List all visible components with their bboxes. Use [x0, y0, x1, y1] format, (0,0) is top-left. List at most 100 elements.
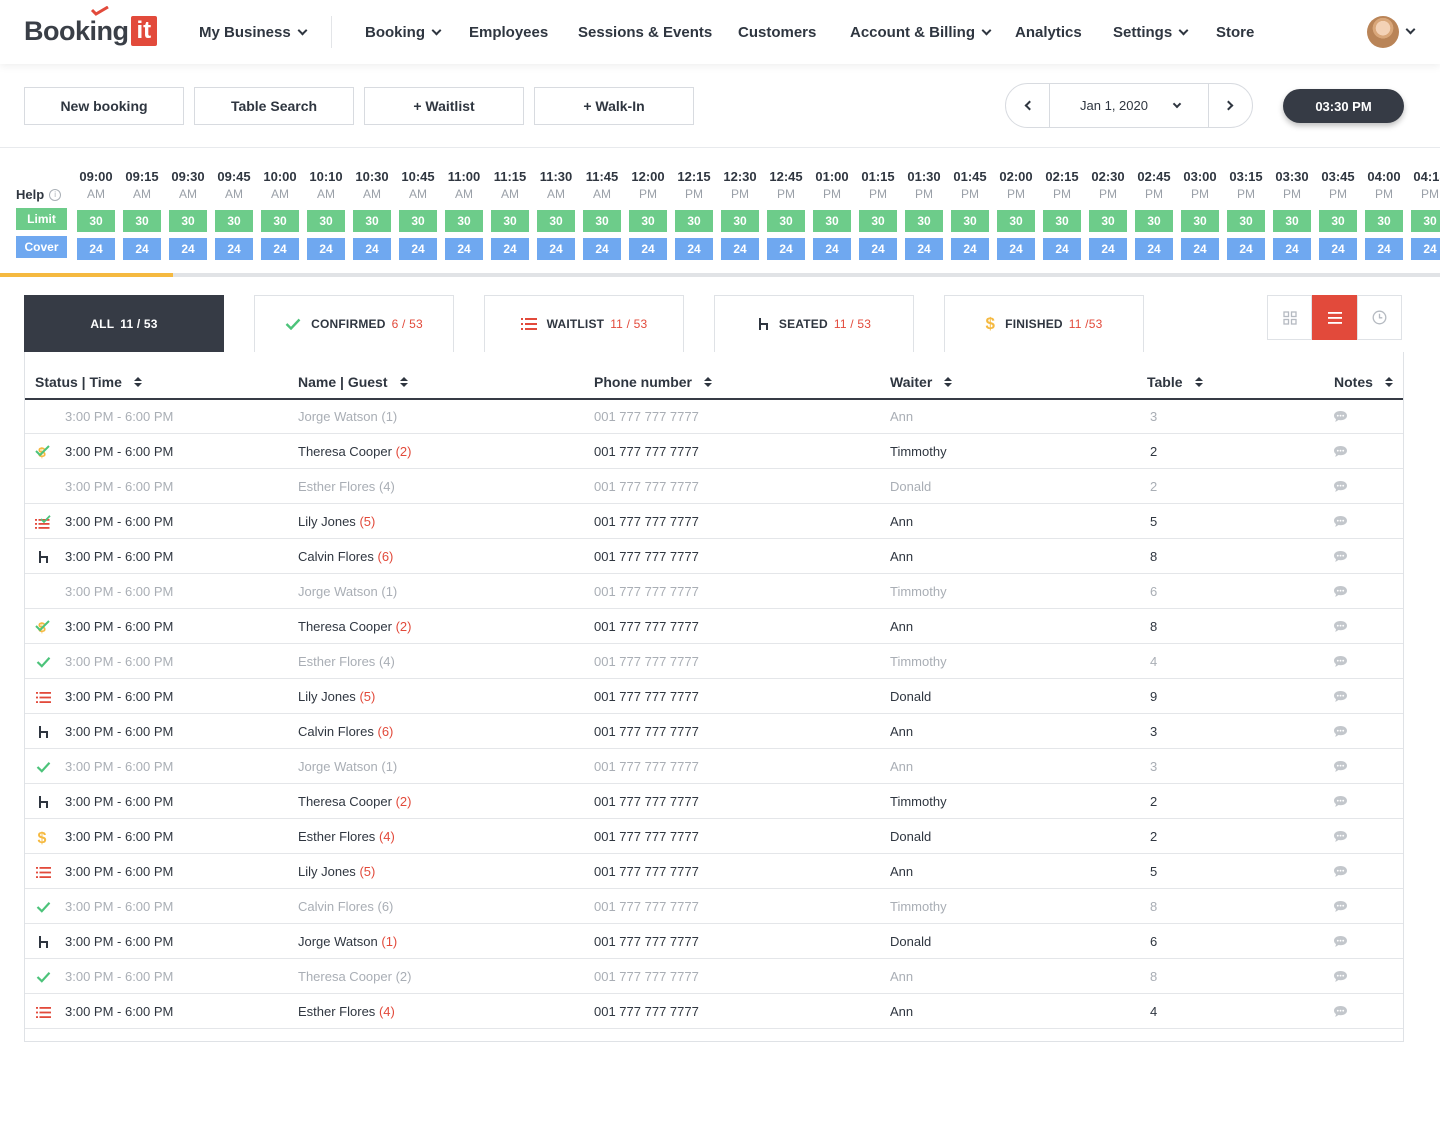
note-bubble-icon[interactable] — [1333, 515, 1348, 531]
timeline-slot[interactable]: 03:30 PM 30 24 — [1273, 168, 1311, 260]
note-bubble-icon[interactable] — [1333, 760, 1348, 776]
table-row[interactable]: 3:00 PM - 6:00 PM Theresa Cooper (2) 001 7… — [25, 959, 1403, 994]
note-bubble-icon[interactable] — [1333, 620, 1348, 636]
tab-confirmed[interactable]: CONFIRMED 6 / 53 — [254, 295, 454, 352]
timeline-slot[interactable]: 02:45 PM 30 24 — [1135, 168, 1173, 260]
note-bubble-icon[interactable] — [1333, 690, 1348, 706]
timeline-slot[interactable]: 03:15 PM 30 24 — [1227, 168, 1265, 260]
nav-analytics[interactable]: Analytics — [1015, 0, 1082, 64]
note-bubble-icon[interactable] — [1333, 655, 1348, 671]
timeline-slot[interactable]: 02:00 PM 30 24 — [997, 168, 1035, 260]
table-row[interactable]: 3:00 PM - 6:00 PM Lily Jones (5) 001 777 7… — [25, 854, 1403, 889]
table-row[interactable]: 3:00 PM - 6:00 PM Jorge Watson (1) 001 777… — [25, 749, 1403, 784]
note-bubble-icon[interactable] — [1333, 1005, 1348, 1021]
timeline-slot[interactable]: 10:30 AM 30 24 — [353, 168, 391, 260]
table-row[interactable]: 3:00 PM - 6:00 PM Calvin Flores (6) 001 77… — [25, 539, 1403, 574]
grid-view-button[interactable] — [1267, 295, 1312, 340]
tab-seated[interactable]: SEATED 11 / 53 — [714, 295, 914, 352]
note-bubble-icon[interactable] — [1333, 445, 1348, 461]
sort-phone[interactable]: Phone number — [594, 374, 713, 390]
next-day-button[interactable] — [1208, 84, 1252, 127]
table-row[interactable]: 3:00 PM - 6:00 PM Theresa Cooper (2) 001 7… — [25, 784, 1403, 819]
current-time-button[interactable]: 03:30 PM — [1283, 89, 1404, 123]
timeline-slot[interactable]: 01:15 PM 30 24 — [859, 168, 897, 260]
timeline-slot[interactable]: 12:30 PM 30 24 — [721, 168, 759, 260]
timeline-slot[interactable]: 11:30 AM 30 24 — [537, 168, 575, 260]
timeline-slot[interactable]: 01:45 PM 30 24 — [951, 168, 989, 260]
timeline-slot[interactable]: 04:15 PM 30 24 — [1411, 168, 1440, 260]
timeline-slot[interactable]: 02:30 PM 30 24 — [1089, 168, 1127, 260]
booking-it-logo[interactable]: Booking it — [24, 6, 158, 48]
table-row[interactable]: 3:00 PM - 6:00 PM Jorge Watson (1) 001 777… — [25, 924, 1403, 959]
note-bubble-icon[interactable] — [1333, 550, 1348, 566]
table-row[interactable]: 3:00 PM - 6:00 PM Esther Flores (4) 001 77… — [25, 469, 1403, 504]
chevron-down-icon[interactable] — [1405, 24, 1416, 35]
table-row[interactable]: 3:00 PM - 6:00 PM Jorge Watson (1) 001 777… — [25, 574, 1403, 609]
note-bubble-icon[interactable] — [1333, 725, 1348, 741]
nav-employees[interactable]: Employees — [469, 0, 548, 64]
table-row[interactable]: 3:00 PM - 6:00 PM Jorge Watson (1) 001 777… — [25, 399, 1403, 434]
note-bubble-icon[interactable] — [1333, 970, 1348, 986]
previous-day-button[interactable] — [1006, 84, 1050, 127]
timeline-slot[interactable]: 01:30 PM 30 24 — [905, 168, 943, 260]
add-walk-in-button[interactable]: + Walk-In — [534, 87, 694, 125]
timeline-slot[interactable]: 10:45 AM 30 24 — [399, 168, 437, 260]
timeline-slot[interactable]: 09:00 AM 30 24 — [77, 168, 115, 260]
table-row[interactable]: 3:00 PM - 6:00 PM Esther Flores (4) 001 77… — [25, 994, 1403, 1029]
table-row[interactable]: 3:00 PM - 6:00 PM Lily Jones (5) 001 777 7… — [25, 504, 1403, 539]
sort-name-guest[interactable]: Name | Guest — [298, 374, 408, 390]
note-bubble-icon[interactable] — [1333, 830, 1348, 846]
sort-table[interactable]: Table — [1147, 374, 1203, 390]
new-booking-button[interactable]: New booking — [24, 87, 184, 125]
timeline-slot[interactable]: 02:15 PM 30 24 — [1043, 168, 1081, 260]
table-row[interactable]: $3:00 PM - 6:00 PM Theresa Cooper (2) 001 … — [25, 609, 1403, 644]
timeline-slot[interactable]: 09:45 AM 30 24 — [215, 168, 253, 260]
table-row[interactable]: $3:00 PM - 6:00 PM Theresa Cooper (2) 001 … — [25, 434, 1403, 469]
note-bubble-icon[interactable] — [1333, 795, 1348, 811]
note-bubble-icon[interactable] — [1333, 410, 1348, 426]
table-search-button[interactable]: Table Search — [194, 87, 354, 125]
note-bubble-icon[interactable] — [1333, 865, 1348, 881]
timeline-slot[interactable]: 11:15 AM 30 24 — [491, 168, 529, 260]
table-row[interactable]: 3:00 PM - 6:00 PM Esther Flores (4) 001 77… — [25, 644, 1403, 679]
nav-booking[interactable]: Booking — [365, 0, 442, 64]
date-dropdown[interactable]: Jan 1, 2020 — [1051, 84, 1209, 127]
timeline-slot[interactable]: 09:15 AM 30 24 — [123, 168, 161, 260]
nav-my-business[interactable]: My Business — [199, 0, 308, 64]
timeline-slot[interactable]: 04:00 PM 30 24 — [1365, 168, 1403, 260]
tab-finished[interactable]: $ FINISHED 11 /53 — [944, 295, 1144, 352]
timeline-slot[interactable]: 10:00 AM 30 24 — [261, 168, 299, 260]
timeline-slot[interactable]: 09:30 AM 30 24 — [169, 168, 207, 260]
user-avatar[interactable] — [1367, 16, 1399, 48]
timeline-slot[interactable]: 11:45 AM 30 24 — [583, 168, 621, 260]
tab-waitlist[interactable]: WAITLIST 11 / 53 — [484, 295, 684, 352]
note-bubble-icon[interactable] — [1333, 585, 1348, 601]
nav-account-billing[interactable]: Account & Billing — [850, 0, 992, 64]
nav-settings[interactable]: Settings — [1113, 0, 1189, 64]
timeline-slot[interactable]: 01:00 PM 30 24 — [813, 168, 851, 260]
timeline-slot[interactable]: 03:00 PM 30 24 — [1181, 168, 1219, 260]
table-row[interactable]: $3:00 PM - 6:00 PM Esther Flores (4) 001 7… — [25, 819, 1403, 854]
table-row[interactable]: 3:00 PM - 6:00 PM Calvin Flores (6) 001 77… — [25, 889, 1403, 924]
help-link[interactable]: Help i — [16, 187, 62, 202]
table-row[interactable]: 3:00 PM - 6:00 PM Calvin Flores (6) 001 77… — [25, 714, 1403, 749]
note-bubble-icon[interactable] — [1333, 900, 1348, 916]
timeline-view-button[interactable] — [1357, 295, 1402, 340]
table-row[interactable]: 3:00 PM - 6:00 PM Lily Jones (5) 001 777 7… — [25, 679, 1403, 714]
nav-store[interactable]: Store — [1216, 0, 1254, 64]
sort-waiter[interactable]: Waiter — [890, 374, 953, 390]
nav-sessions-events[interactable]: Sessions & Events — [578, 0, 712, 64]
timeline-slot[interactable]: 12:00 PM 30 24 — [629, 168, 667, 260]
sort-notes[interactable]: Notes — [1334, 374, 1393, 390]
sort-status-time[interactable]: Status | Time — [35, 374, 142, 390]
timeline-slot[interactable]: 12:15 PM 30 24 — [675, 168, 713, 260]
timeline-slot[interactable]: 10:10 AM 30 24 — [307, 168, 345, 260]
note-bubble-icon[interactable] — [1333, 935, 1348, 951]
timeline-slot[interactable]: 11:00 AM 30 24 — [445, 168, 483, 260]
tab-all[interactable]: ALL 11 / 53 — [24, 295, 224, 352]
note-bubble-icon[interactable] — [1333, 480, 1348, 496]
timeline-slot[interactable]: 03:45 PM 30 24 — [1319, 168, 1357, 260]
add-waitlist-button[interactable]: + Waitlist — [364, 87, 524, 125]
list-view-button[interactable] — [1312, 295, 1357, 340]
nav-customers[interactable]: Customers — [738, 0, 816, 64]
